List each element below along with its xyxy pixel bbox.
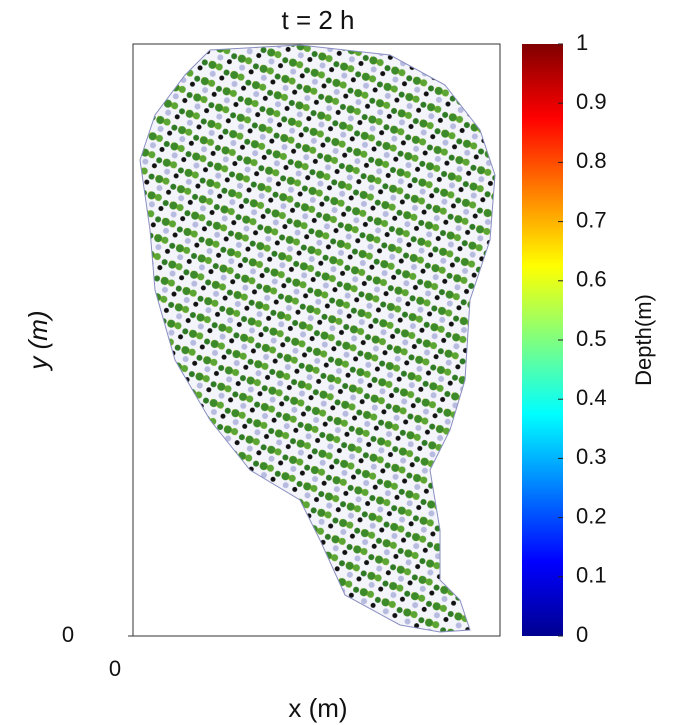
y-tick-label: 0 <box>62 622 74 647</box>
x-tick-label: 0 <box>109 656 121 681</box>
colorbar-tick-label: 0.5 <box>576 326 607 351</box>
x-axis-label: x (m) <box>288 693 347 723</box>
colorbar <box>522 44 563 636</box>
colorbar-label: Depth(m) <box>631 294 656 386</box>
catchment-map <box>139 44 496 633</box>
y-axis-label: y (m) <box>23 310 53 371</box>
colorbar-tick-label: 0.4 <box>576 385 607 410</box>
colorbar-tick-label: 0.6 <box>576 267 607 292</box>
axes-frame <box>132 43 501 637</box>
colorbar-tick-label: 0.9 <box>576 89 607 114</box>
colorbar-tick-label: 0.7 <box>576 207 607 232</box>
colorbar-tick-label: 0.1 <box>576 563 607 588</box>
colorbar-tick-label: 1 <box>576 30 588 55</box>
colorbar-tick-label: 0 <box>576 622 588 647</box>
chart-title: t = 2 h <box>282 5 355 35</box>
colorbar-tick-label: 0.3 <box>576 444 607 469</box>
colorbar-tick-label: 0.8 <box>576 148 607 173</box>
colorbar-tick-label: 0.2 <box>576 503 607 528</box>
